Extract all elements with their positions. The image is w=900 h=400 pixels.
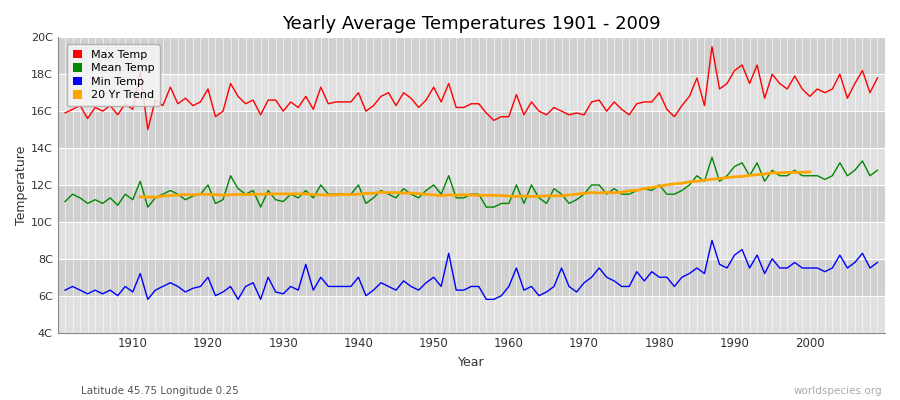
Max Temp	[601, 109, 612, 114]
Mean Temp	[511, 182, 522, 187]
Text: Latitude 45.75 Longitude 0.25: Latitude 45.75 Longitude 0.25	[81, 386, 239, 396]
X-axis label: Year: Year	[458, 356, 484, 369]
Max Temp	[706, 44, 717, 49]
20 Yr Trend	[805, 170, 815, 174]
Line: 20 Yr Trend: 20 Yr Trend	[140, 172, 810, 197]
Bar	[58, 148, 885, 185]
Min Temp	[338, 284, 349, 289]
Min Temp	[511, 266, 522, 270]
20 Yr Trend	[714, 176, 724, 181]
20 Yr Trend	[346, 192, 356, 197]
Bar	[58, 185, 885, 222]
Text: worldspecies.org: worldspecies.org	[794, 386, 882, 396]
Mean Temp	[601, 192, 612, 196]
20 Yr Trend	[135, 194, 146, 199]
20 Yr Trend	[699, 178, 710, 182]
Min Temp	[59, 288, 70, 292]
20 Yr Trend	[150, 195, 161, 200]
Mean Temp	[142, 205, 153, 210]
Bar	[58, 222, 885, 259]
Bar	[58, 37, 885, 74]
Mean Temp	[872, 168, 883, 172]
Line: Mean Temp: Mean Temp	[65, 157, 878, 207]
Bar	[58, 296, 885, 332]
Max Temp	[59, 110, 70, 115]
Max Temp	[872, 76, 883, 80]
Max Temp	[142, 127, 153, 132]
Mean Temp	[292, 196, 303, 200]
Bar	[58, 74, 885, 111]
Line: Min Temp: Min Temp	[65, 240, 878, 299]
Mean Temp	[120, 192, 130, 196]
Legend: Max Temp, Mean Temp, Min Temp, 20 Yr Trend: Max Temp, Mean Temp, Min Temp, 20 Yr Tre…	[68, 44, 159, 106]
Min Temp	[142, 297, 153, 302]
Max Temp	[503, 114, 514, 119]
Bar	[58, 259, 885, 296]
Line: Max Temp: Max Temp	[65, 46, 878, 130]
Max Temp	[120, 101, 130, 106]
Mean Temp	[503, 201, 514, 206]
Min Temp	[601, 275, 612, 280]
Max Temp	[338, 100, 349, 104]
Min Temp	[120, 284, 130, 289]
Mean Temp	[59, 199, 70, 204]
Bar	[58, 111, 885, 148]
20 Yr Trend	[608, 190, 619, 195]
Min Temp	[503, 284, 514, 289]
Mean Temp	[706, 155, 717, 160]
20 Yr Trend	[233, 192, 244, 197]
20 Yr Trend	[782, 170, 793, 175]
Y-axis label: Temperature: Temperature	[15, 145, 28, 225]
Min Temp	[706, 238, 717, 243]
Min Temp	[872, 260, 883, 265]
Title: Yearly Average Temperatures 1901 - 2009: Yearly Average Temperatures 1901 - 2009	[282, 15, 661, 33]
Mean Temp	[338, 192, 349, 196]
Max Temp	[292, 105, 303, 110]
Min Temp	[292, 288, 303, 292]
Max Temp	[511, 92, 522, 97]
